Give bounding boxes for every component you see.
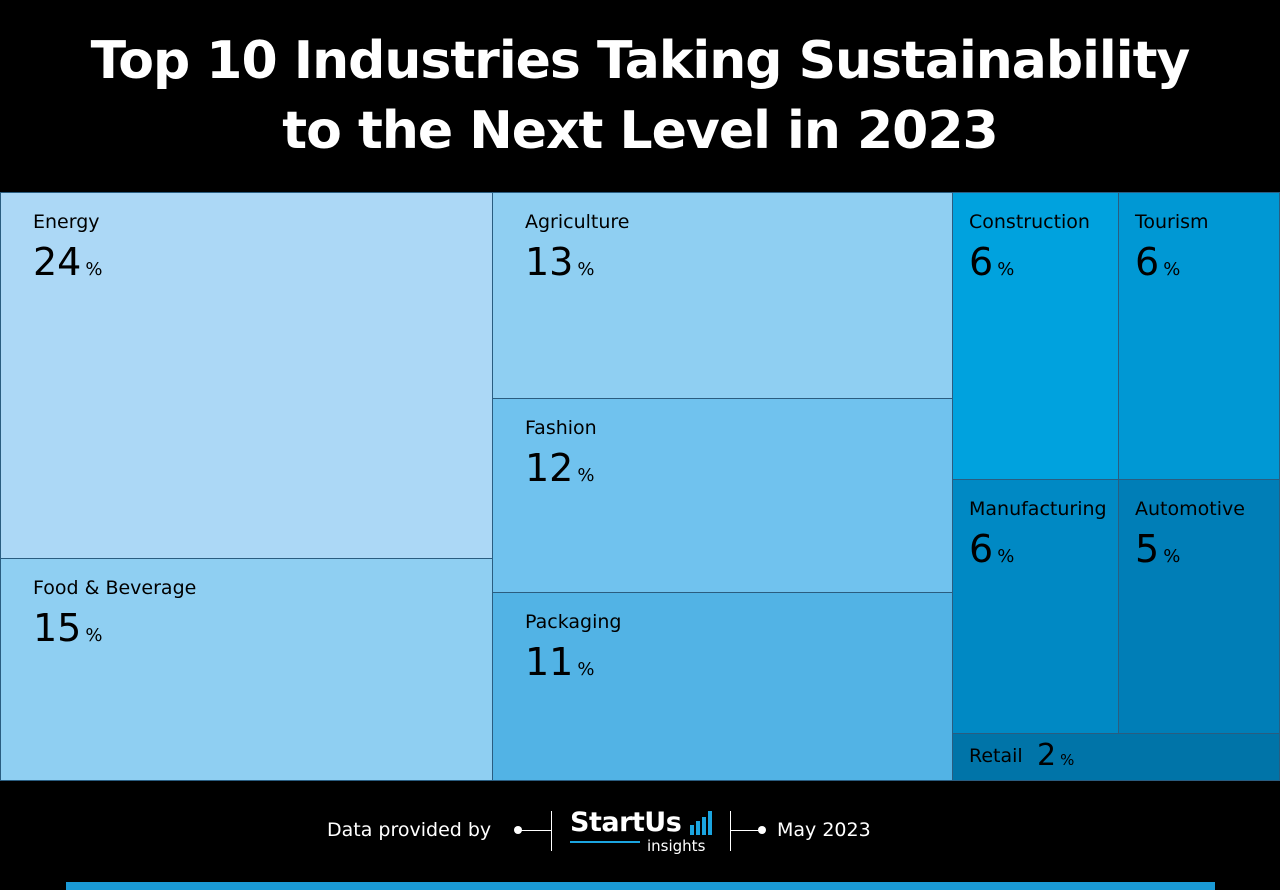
tile-value-unit: % bbox=[85, 259, 103, 280]
treemap-tile-construction: Construction 6% bbox=[952, 192, 1119, 480]
tile-label: Retail bbox=[969, 745, 1023, 767]
chart-title: Top 10 Industries Taking Sustainability … bbox=[0, 26, 1280, 166]
connector-line bbox=[518, 830, 551, 831]
tile-value: 6% bbox=[1135, 239, 1180, 285]
tile-value-unit: % bbox=[1163, 546, 1181, 567]
footer: Data provided by StartUs insights May 20… bbox=[0, 805, 1280, 855]
treemap-tile-energy: Energy 24% bbox=[0, 192, 493, 559]
tile-value-number: 2 bbox=[1037, 738, 1057, 773]
tile-value: 15% bbox=[33, 605, 102, 651]
tile-value: 11% bbox=[525, 639, 594, 685]
startus-insights-logo: StartUs insights bbox=[570, 807, 715, 857]
tile-label: Packaging bbox=[525, 611, 622, 633]
logo-brand-text: StartUs bbox=[570, 807, 682, 838]
tile-value: 13% bbox=[525, 239, 594, 285]
tile-value-number: 5 bbox=[1135, 527, 1160, 571]
report-date: May 2023 bbox=[777, 819, 871, 841]
tile-value-number: 6 bbox=[969, 527, 994, 571]
chart-title-line-1: Top 10 Industries Taking Sustainability bbox=[90, 31, 1191, 91]
tile-value-unit: % bbox=[85, 625, 103, 646]
tile-label: Energy bbox=[33, 211, 100, 233]
tile-value: 2% bbox=[1037, 736, 1074, 776]
tile-value-number: 13 bbox=[525, 240, 574, 284]
tile-value-number: 6 bbox=[969, 240, 994, 284]
treemap-tile-manufacturing: Manufacturing 6% bbox=[952, 479, 1119, 734]
tile-label: Construction bbox=[969, 211, 1090, 233]
connector-dot-icon bbox=[758, 826, 766, 834]
tile-value-unit: % bbox=[997, 546, 1015, 567]
tile-value-number: 15 bbox=[33, 606, 82, 650]
tile-value-number: 12 bbox=[525, 446, 574, 490]
tile-value-unit: % bbox=[997, 259, 1015, 280]
treemap-tile-tourism: Tourism 6% bbox=[1118, 192, 1280, 480]
treemap-tile-automotive: Automotive 5% bbox=[1118, 479, 1280, 734]
tile-value-unit: % bbox=[1060, 751, 1075, 769]
tile-value: 12% bbox=[525, 445, 594, 491]
data-provided-label: Data provided by bbox=[327, 819, 492, 841]
tile-label: Fashion bbox=[525, 417, 597, 439]
chart-title-line-2: to the Next Level in 2023 bbox=[282, 101, 998, 161]
logo-underline bbox=[570, 841, 640, 843]
tile-label: Automotive bbox=[1135, 498, 1245, 520]
connector-line bbox=[730, 830, 762, 831]
tile-label: Agriculture bbox=[525, 211, 630, 233]
treemap-tile-agriculture: Agriculture 13% bbox=[492, 192, 953, 399]
bottom-accent-bar bbox=[66, 882, 1215, 890]
treemap-tile-food-beverage: Food & Beverage 15% bbox=[0, 558, 493, 781]
logo-sub-text: insights bbox=[647, 837, 706, 855]
tile-value-unit: % bbox=[577, 259, 595, 280]
treemap-tile-fashion: Fashion 12% bbox=[492, 398, 953, 593]
divider bbox=[551, 811, 552, 851]
tile-label: Food & Beverage bbox=[33, 577, 197, 599]
treemap-tile-packaging: Packaging 11% bbox=[492, 592, 953, 781]
treemap-tile-retail: Retail 2% bbox=[952, 733, 1280, 781]
tile-value-unit: % bbox=[1163, 259, 1181, 280]
tile-value-unit: % bbox=[577, 659, 595, 680]
tile-label: Tourism bbox=[1135, 211, 1209, 233]
divider bbox=[730, 811, 731, 851]
tile-value: 6% bbox=[969, 526, 1014, 572]
treemap: Energy 24% Food & Beverage 15% Agriculture 13… bbox=[0, 192, 1280, 781]
tile-value: 6% bbox=[969, 239, 1014, 285]
tile-label: Manufacturing bbox=[969, 498, 1107, 520]
tile-value: 24% bbox=[33, 239, 102, 285]
tile-value-number: 6 bbox=[1135, 240, 1160, 284]
tile-value-unit: % bbox=[577, 465, 595, 486]
tile-value-number: 11 bbox=[525, 640, 574, 684]
tile-value: 5% bbox=[1135, 526, 1180, 572]
tile-value-number: 24 bbox=[33, 240, 82, 284]
